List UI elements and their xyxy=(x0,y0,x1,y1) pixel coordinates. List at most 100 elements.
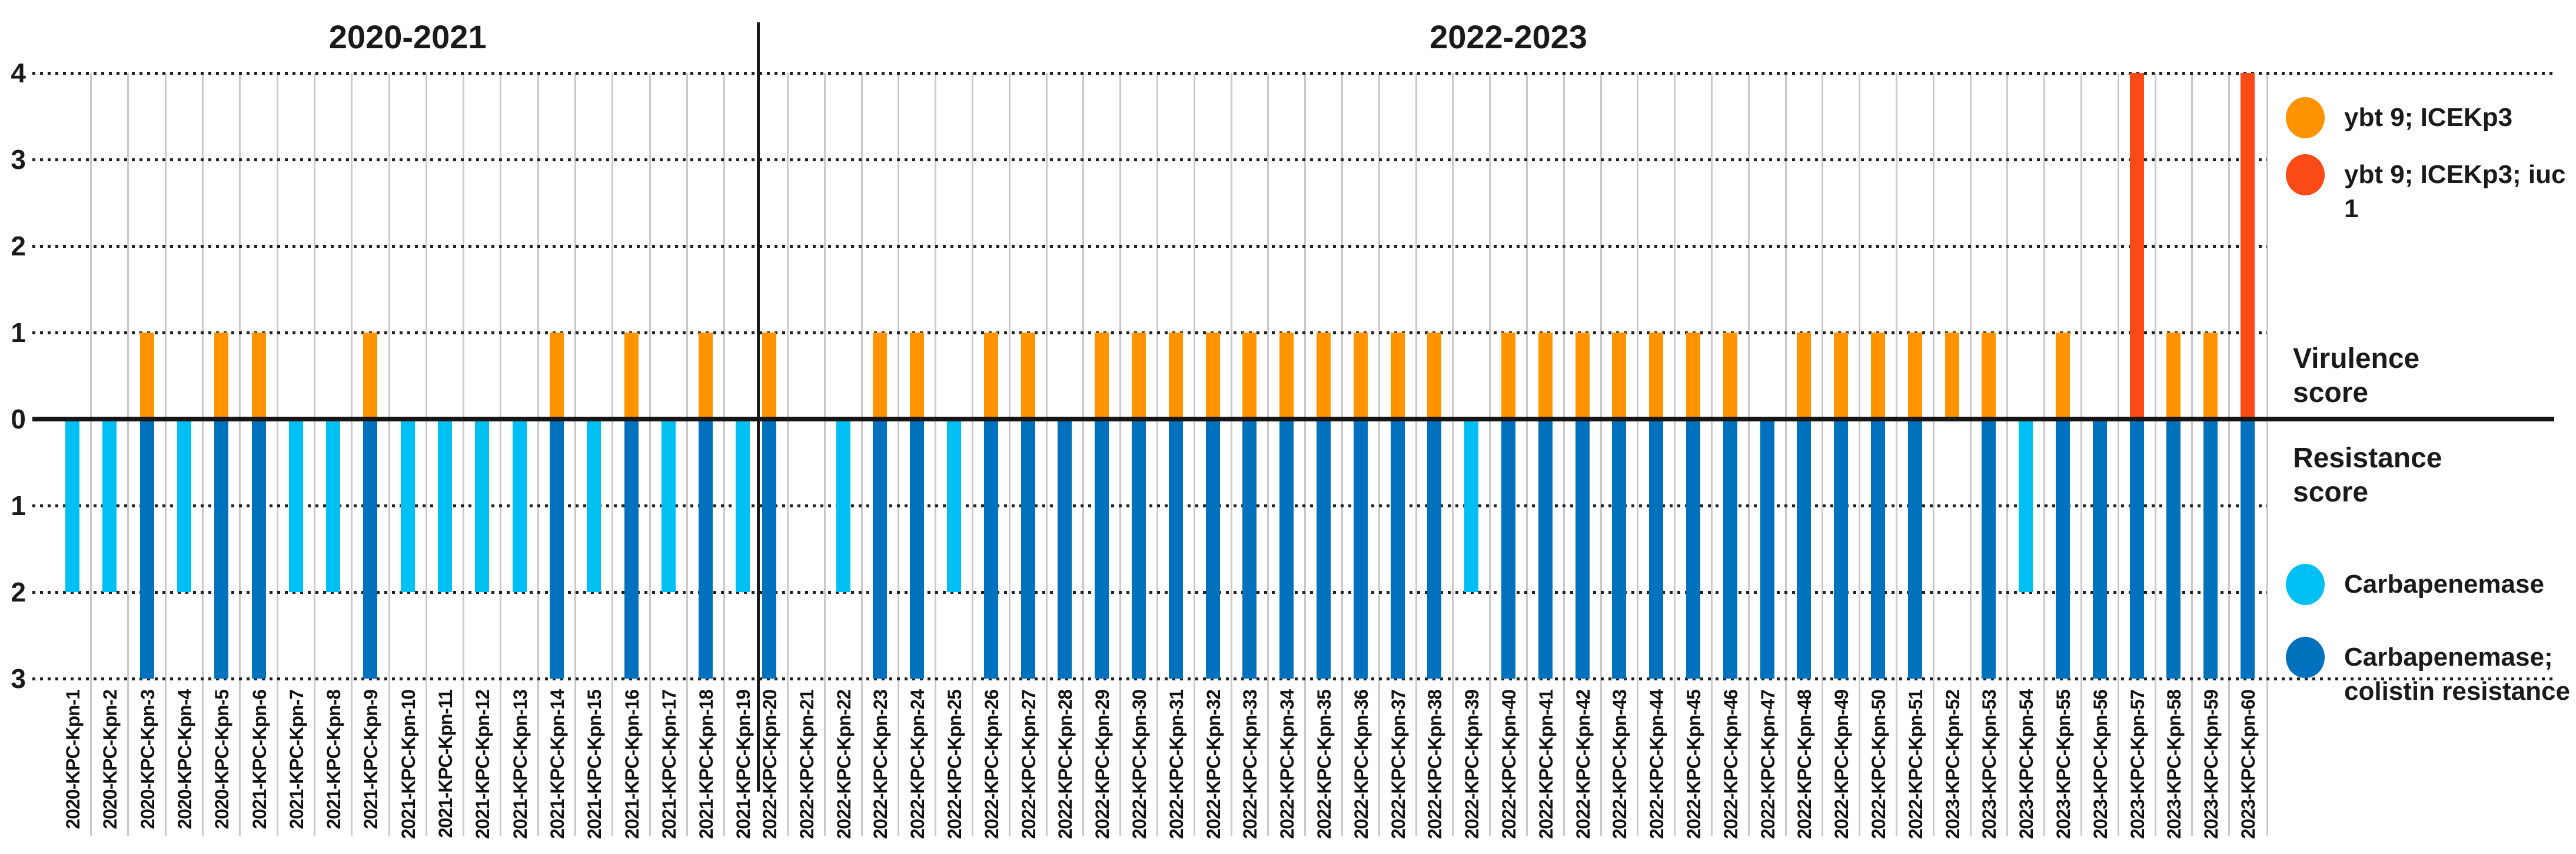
virulence-bar-2023-KPC-Kpn-59 xyxy=(2203,333,2218,419)
x-axis-label-2022-KPC-Kpn-38: 2022-KPC-Kpn-38 xyxy=(1424,690,1446,839)
x-axis-label-2022-KPC-Kpn-50: 2022-KPC-Kpn-50 xyxy=(1868,690,1889,839)
resistance-bar-2021-KPC-Kpn-9 xyxy=(363,419,378,679)
x-axis-label-2022-KPC-Kpn-33: 2022-KPC-Kpn-33 xyxy=(1239,690,1261,839)
resistance-bar-2022-KPC-Kpn-43 xyxy=(1612,419,1627,679)
resistance-bar-2022-KPC-Kpn-26 xyxy=(983,419,998,679)
virulence-bar-2022-KPC-Kpn-24 xyxy=(910,333,925,419)
grid-separator xyxy=(1969,73,1972,836)
virulence-bar-2022-KPC-Kpn-48 xyxy=(1797,333,1811,419)
virulence-bar-2021-KPC-Kpn-16 xyxy=(624,333,639,419)
resistance-bar-2023-KPC-Kpn-60 xyxy=(2241,419,2255,679)
resistance-bar-2022-KPC-Kpn-20 xyxy=(762,419,776,679)
resistance-bar-2023-KPC-Kpn-59 xyxy=(2203,419,2218,679)
grid-separator xyxy=(2154,73,2156,836)
resistance-bar-2023-KPC-Kpn-53 xyxy=(1982,419,1996,679)
x-axis-label-2023-KPC-Kpn-58: 2023-KPC-Kpn-58 xyxy=(2163,690,2185,839)
zero-axis-line xyxy=(32,417,2554,421)
grid-separator xyxy=(611,73,614,836)
grid-separator xyxy=(1082,73,1085,836)
resistance-bar-2022-KPC-Kpn-23 xyxy=(873,419,888,679)
gridline-virulence-3 xyxy=(32,158,2267,161)
grid-separator xyxy=(1563,73,1565,836)
x-axis-label-2021-KPC-Kpn-14: 2021-KPC-Kpn-14 xyxy=(546,690,568,839)
x-axis-label-2022-KPC-Kpn-39: 2022-KPC-Kpn-39 xyxy=(1461,690,1483,839)
x-axis-label-2022-KPC-Kpn-45: 2022-KPC-Kpn-45 xyxy=(1683,690,1704,839)
resistance-bar-2020-KPC-Kpn-4 xyxy=(177,419,191,592)
y-tick-virulence-1: 1 xyxy=(11,317,26,348)
grid-separator xyxy=(537,73,539,836)
grid-separator xyxy=(2006,73,2009,836)
x-axis-label-2023-KPC-Kpn-57: 2023-KPC-Kpn-57 xyxy=(2126,690,2148,839)
y-tick-resistance-1: 1 xyxy=(11,490,26,521)
x-axis-label-2021-KPC-Kpn-16: 2021-KPC-Kpn-16 xyxy=(621,690,643,839)
x-axis-label-2022-KPC-Kpn-49: 2022-KPC-Kpn-49 xyxy=(1831,690,1853,839)
gridline-virulence-1 xyxy=(32,331,2267,334)
x-axis-label-2022-KPC-Kpn-51: 2022-KPC-Kpn-51 xyxy=(1904,690,1926,839)
virulence-bar-2022-KPC-Kpn-49 xyxy=(1834,333,1849,419)
grid-separator xyxy=(1267,73,1269,836)
grid-separator xyxy=(860,73,863,836)
virulence-bar-2022-KPC-Kpn-46 xyxy=(1723,333,1737,419)
legend-ybt9-icekp3-dot-icon xyxy=(2286,97,2325,138)
resistance-bar-2021-KPC-Kpn-12 xyxy=(475,419,490,592)
legend-carbapenemase-colistin-dot-icon xyxy=(2286,637,2325,678)
x-axis-label-2022-KPC-Kpn-44: 2022-KPC-Kpn-44 xyxy=(1646,690,1668,839)
x-axis-label-2021-KPC-Kpn-7: 2021-KPC-Kpn-7 xyxy=(285,690,307,829)
grid-separator xyxy=(723,73,726,836)
y-tick-resistance-2: 2 xyxy=(11,577,26,607)
virulence-bar-2021-KPC-Kpn-14 xyxy=(549,333,564,419)
y-tick-zero: 0 xyxy=(11,404,26,434)
y-tick-virulence-2: 2 xyxy=(11,231,26,261)
resistance-bar-2021-KPC-Kpn-16 xyxy=(624,419,639,679)
grid-separator xyxy=(1119,73,1122,836)
x-axis-label-2022-KPC-Kpn-35: 2022-KPC-Kpn-35 xyxy=(1314,690,1335,839)
y-tick-resistance-3: 3 xyxy=(11,663,26,694)
resistance-bar-2022-KPC-Kpn-34 xyxy=(1279,419,1294,679)
resistance-bar-2022-KPC-Kpn-35 xyxy=(1317,419,1331,679)
legend-ybt9-icekp3-iuc1-dot-icon xyxy=(2286,154,2325,195)
virulence-bar-2022-KPC-Kpn-43 xyxy=(1612,333,1627,419)
grid-separator xyxy=(313,73,315,836)
resistance-bar-2023-KPC-Kpn-57 xyxy=(2129,419,2144,679)
x-axis-label-2023-KPC-Kpn-56: 2023-KPC-Kpn-56 xyxy=(2089,690,2111,839)
resistance-bar-2022-KPC-Kpn-46 xyxy=(1723,419,1737,679)
x-axis-label-2021-KPC-Kpn-12: 2021-KPC-Kpn-12 xyxy=(472,690,494,839)
grid-separator-right-edge xyxy=(2266,73,2268,836)
grid-separator xyxy=(1304,73,1307,836)
resistance-bar-2022-KPC-Kpn-47 xyxy=(1760,419,1774,679)
x-axis-label-2022-KPC-Kpn-34: 2022-KPC-Kpn-34 xyxy=(1277,690,1298,839)
grid-separator xyxy=(898,73,900,836)
resistance-bar-2022-KPC-Kpn-30 xyxy=(1132,419,1146,679)
virulence-bar-2022-KPC-Kpn-50 xyxy=(1871,333,1885,419)
virulence-bar-2022-KPC-Kpn-26 xyxy=(983,333,998,419)
x-axis-label-2022-KPC-Kpn-37: 2022-KPC-Kpn-37 xyxy=(1387,690,1409,839)
grid-separator xyxy=(164,73,167,836)
grid-separator xyxy=(1932,73,1935,836)
resistance-bar-2021-KPC-Kpn-18 xyxy=(699,419,713,679)
x-axis-label-2023-KPC-Kpn-55: 2023-KPC-Kpn-55 xyxy=(2053,690,2074,839)
virulence-bar-2023-KPC-Kpn-55 xyxy=(2056,333,2070,419)
resistance-bar-2022-KPC-Kpn-37 xyxy=(1390,419,1405,679)
virulence-bar-2022-KPC-Kpn-42 xyxy=(1575,333,1590,419)
x-axis-label-2022-KPC-Kpn-41: 2022-KPC-Kpn-41 xyxy=(1535,690,1557,839)
virulence-bar-2022-KPC-Kpn-34 xyxy=(1279,333,1294,419)
grid-separator xyxy=(1415,73,1417,836)
grid-separator xyxy=(971,73,973,836)
grid-separator xyxy=(351,73,353,836)
x-axis-label-2022-KPC-Kpn-43: 2022-KPC-Kpn-43 xyxy=(1609,690,1631,839)
x-axis-label-2022-KPC-Kpn-28: 2022-KPC-Kpn-28 xyxy=(1055,690,1076,839)
resistance-bar-2022-KPC-Kpn-24 xyxy=(910,419,925,679)
y-tick-virulence-3: 3 xyxy=(11,144,26,175)
gridline-virulence-2 xyxy=(32,245,2267,248)
x-axis-label-2022-KPC-Kpn-23: 2022-KPC-Kpn-23 xyxy=(870,690,892,839)
x-axis-label-2022-KPC-Kpn-26: 2022-KPC-Kpn-26 xyxy=(980,690,1002,839)
legend-ybt9-icekp3-label: ybt 9; ICEKp3 xyxy=(2344,103,2513,132)
resistance-bar-2022-KPC-Kpn-42 xyxy=(1575,419,1590,679)
grid-separator xyxy=(239,73,241,836)
group-title-2022-2023: 2022-2023 xyxy=(1430,18,1587,55)
virulence-bar-2022-KPC-Kpn-51 xyxy=(1907,333,1922,419)
resistance-bar-2022-KPC-Kpn-36 xyxy=(1353,419,1368,679)
grid-separator xyxy=(90,73,92,836)
resistance-bar-2022-KPC-Kpn-32 xyxy=(1205,419,1220,679)
grid-separator xyxy=(786,73,789,836)
